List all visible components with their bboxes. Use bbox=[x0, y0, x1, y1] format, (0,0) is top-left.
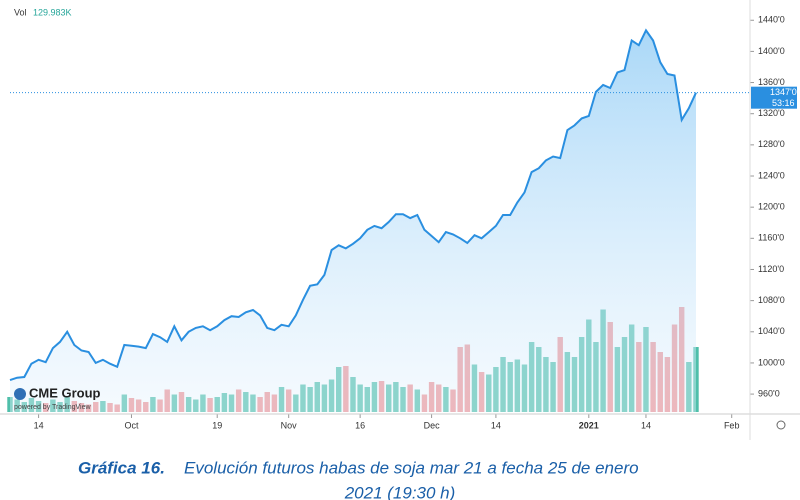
powered-by: powered by TradingView bbox=[14, 404, 91, 411]
y-tick-label: 1080'0 bbox=[758, 295, 785, 305]
y-tick-label: 1040'0 bbox=[758, 326, 785, 336]
x-tick-label: Dec bbox=[424, 420, 441, 430]
countdown: 53:16 bbox=[772, 98, 795, 108]
y-tick-label: 1000'0 bbox=[758, 357, 785, 367]
price-marker-label: 1347'0 bbox=[770, 87, 797, 97]
x-tick-label: 19 bbox=[212, 420, 222, 430]
volume-label: Vol bbox=[14, 7, 27, 17]
x-tick-label: 2021 bbox=[579, 420, 599, 430]
y-tick-label: 1360'0 bbox=[758, 77, 785, 87]
x-tick-label: 16 bbox=[355, 420, 365, 430]
plot: 960'0 1000'0 1040'0 1080'0 1120'0 1160'0 1200'… bbox=[7, 15, 797, 430]
price-line bbox=[9, 28, 697, 382]
x-tick-label: Feb bbox=[724, 420, 740, 430]
y-tick-label: 1120'0 bbox=[758, 264, 784, 274]
caption-bold: Gráfica 16. bbox=[78, 458, 165, 477]
volume-value: 129.983K bbox=[33, 7, 72, 17]
y-tick-label: 960'0 bbox=[758, 388, 780, 398]
x-tick-label: 14 bbox=[641, 420, 651, 430]
y-tick-label: 1160'0 bbox=[758, 233, 784, 243]
y-tick-label: 1440'0 bbox=[758, 15, 785, 25]
settings-icon[interactable] bbox=[776, 420, 786, 430]
x-tick-label: 14 bbox=[491, 420, 501, 430]
caption-line1: Evolución futuros habas de soja mar 21 a… bbox=[184, 458, 639, 477]
y-tick-label: 1280'0 bbox=[758, 139, 785, 149]
area bbox=[10, 30, 696, 413]
y-tick-label: 1200'0 bbox=[758, 202, 785, 212]
x-tick-label: Oct bbox=[124, 420, 139, 430]
x-tick-label: Nov bbox=[281, 420, 298, 430]
y-tick-label: 1320'0 bbox=[758, 108, 785, 118]
logo-icon bbox=[14, 388, 26, 400]
logo: CME Group bbox=[29, 385, 101, 400]
caption-line2: 2021 (19:30 h) bbox=[344, 483, 456, 500]
x-tick-label: 14 bbox=[34, 420, 44, 430]
price-marker-box bbox=[751, 86, 797, 109]
y-tick-label: 1400'0 bbox=[758, 46, 785, 56]
y-tick-label: 1240'0 bbox=[758, 170, 785, 180]
